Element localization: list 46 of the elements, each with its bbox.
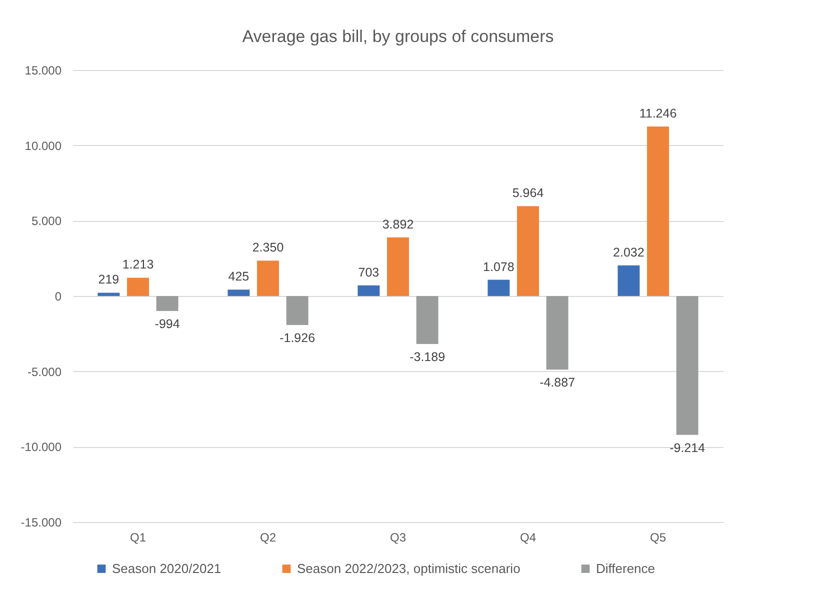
bar	[647, 126, 669, 296]
legend-label: Difference	[596, 560, 656, 576]
data-label: -994	[154, 316, 180, 331]
bar	[358, 285, 380, 296]
bar	[98, 292, 120, 296]
y-tick-label: -15.000	[20, 516, 62, 530]
data-label: 2.350	[252, 240, 284, 255]
x-tick-label: Q2	[260, 530, 276, 544]
bar	[156, 296, 178, 311]
legend-label: Season 2022/2023, optimistic scenario	[297, 560, 520, 576]
data-label: 219	[98, 272, 120, 287]
y-tick-label: 5.000	[31, 214, 62, 228]
bar	[127, 278, 149, 296]
y-tick-label: 15.000	[24, 64, 62, 78]
bar	[517, 206, 539, 296]
bar	[286, 296, 308, 326]
x-tick-label: Q3	[390, 530, 406, 544]
data-label: 1.078	[483, 260, 514, 274]
legend-label: Season 2020/2021	[112, 560, 222, 576]
bar	[546, 296, 568, 370]
data-label: 1.213	[122, 258, 154, 272]
x-tick-label: Q4	[520, 530, 536, 544]
data-label: 425	[228, 270, 250, 284]
bar	[257, 260, 279, 296]
x-tick-label: Q5	[650, 530, 666, 544]
data-label: -9.214	[670, 440, 706, 455]
bar	[676, 296, 698, 435]
data-label: -1.926	[280, 331, 316, 346]
bar	[618, 265, 640, 296]
data-label: 3.892	[382, 217, 414, 232]
bar	[416, 296, 438, 344]
y-tick-label: -10.000	[20, 440, 62, 454]
bar	[228, 290, 250, 296]
x-tick-label: Q1	[130, 530, 146, 544]
y-tick-label: 0	[54, 290, 62, 304]
y-tick-label: 10.000	[24, 138, 62, 153]
data-label: 11.246	[639, 106, 677, 121]
bar	[488, 280, 510, 296]
bar	[387, 237, 409, 296]
y-tick-label: -5.000	[27, 364, 62, 379]
data-label: 5.964	[512, 186, 544, 200]
data-label: 2.032	[613, 245, 644, 260]
data-label: -3.189	[410, 350, 446, 364]
chart-title: Average gas bill, by groups of consumers	[242, 27, 554, 46]
data-label: -4.887	[540, 376, 576, 390]
data-label: 703	[358, 265, 380, 280]
